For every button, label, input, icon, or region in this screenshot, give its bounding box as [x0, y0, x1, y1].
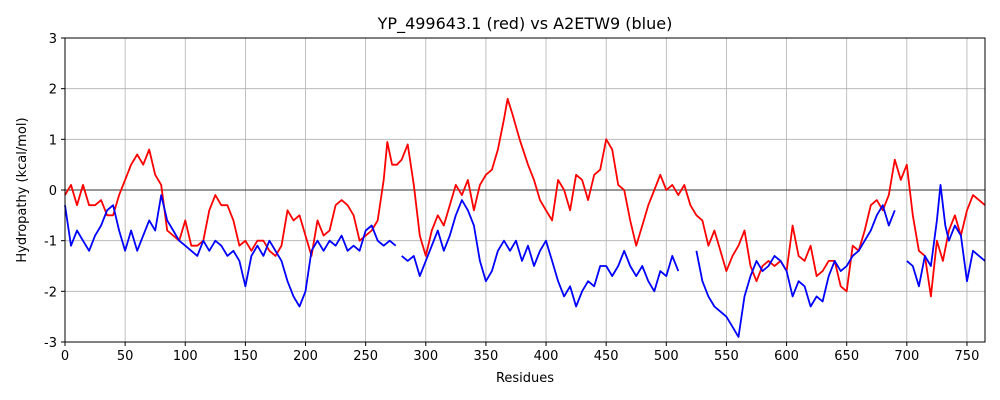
x-axis-label: Residues [496, 371, 554, 386]
series-layer [64, 97, 986, 338]
x-tick-label: 350 [474, 349, 499, 364]
x-tick-label: 100 [173, 349, 198, 364]
x-tick-label: 750 [955, 349, 980, 364]
y-tick-label: -3 [44, 336, 57, 351]
chart-title: YP_499643.1 (red) vs A2ETW9 (blue) [377, 14, 673, 34]
x-axis: 0 50 100 150 200 250 300 350 400 450 500 550 600 650 7… [61, 342, 980, 364]
y-tick-label: -1 [44, 235, 57, 250]
x-tick-label: 450 [594, 349, 619, 364]
series-1-segment [695, 204, 896, 338]
y-axis-label: Hydropathy (kcal/mol) [15, 117, 30, 262]
x-tick-label: 150 [233, 349, 258, 364]
y-tick-label: 1 [49, 133, 57, 148]
x-tick-label: 650 [834, 349, 859, 364]
y-tick-label: 3 [49, 32, 57, 47]
y-axis: -3 -2 -1 0 1 2 3 [44, 32, 65, 351]
x-tick-label: 300 [413, 349, 438, 364]
series-1-segment [64, 194, 397, 308]
series-1-line [64, 183, 986, 338]
x-tick-label: 0 [61, 349, 69, 364]
y-tick-label: -2 [44, 285, 57, 300]
y-tick-label: 0 [49, 184, 57, 199]
x-tick-label: 700 [894, 349, 919, 364]
x-tick-label: 50 [117, 349, 134, 364]
x-tick-label: 400 [534, 349, 559, 364]
y-tick-label: 2 [49, 83, 57, 98]
series-0-line [64, 97, 986, 298]
x-tick-label: 200 [293, 349, 318, 364]
series-1-segment [906, 183, 986, 288]
x-tick-label: 550 [714, 349, 739, 364]
x-tick-label: 250 [353, 349, 378, 364]
grid-layer [64, 37, 985, 343]
x-tick-label: 500 [654, 349, 679, 364]
series-1-segment [401, 199, 680, 308]
series-0-segment [64, 97, 986, 298]
x-tick-label: 600 [774, 349, 799, 364]
